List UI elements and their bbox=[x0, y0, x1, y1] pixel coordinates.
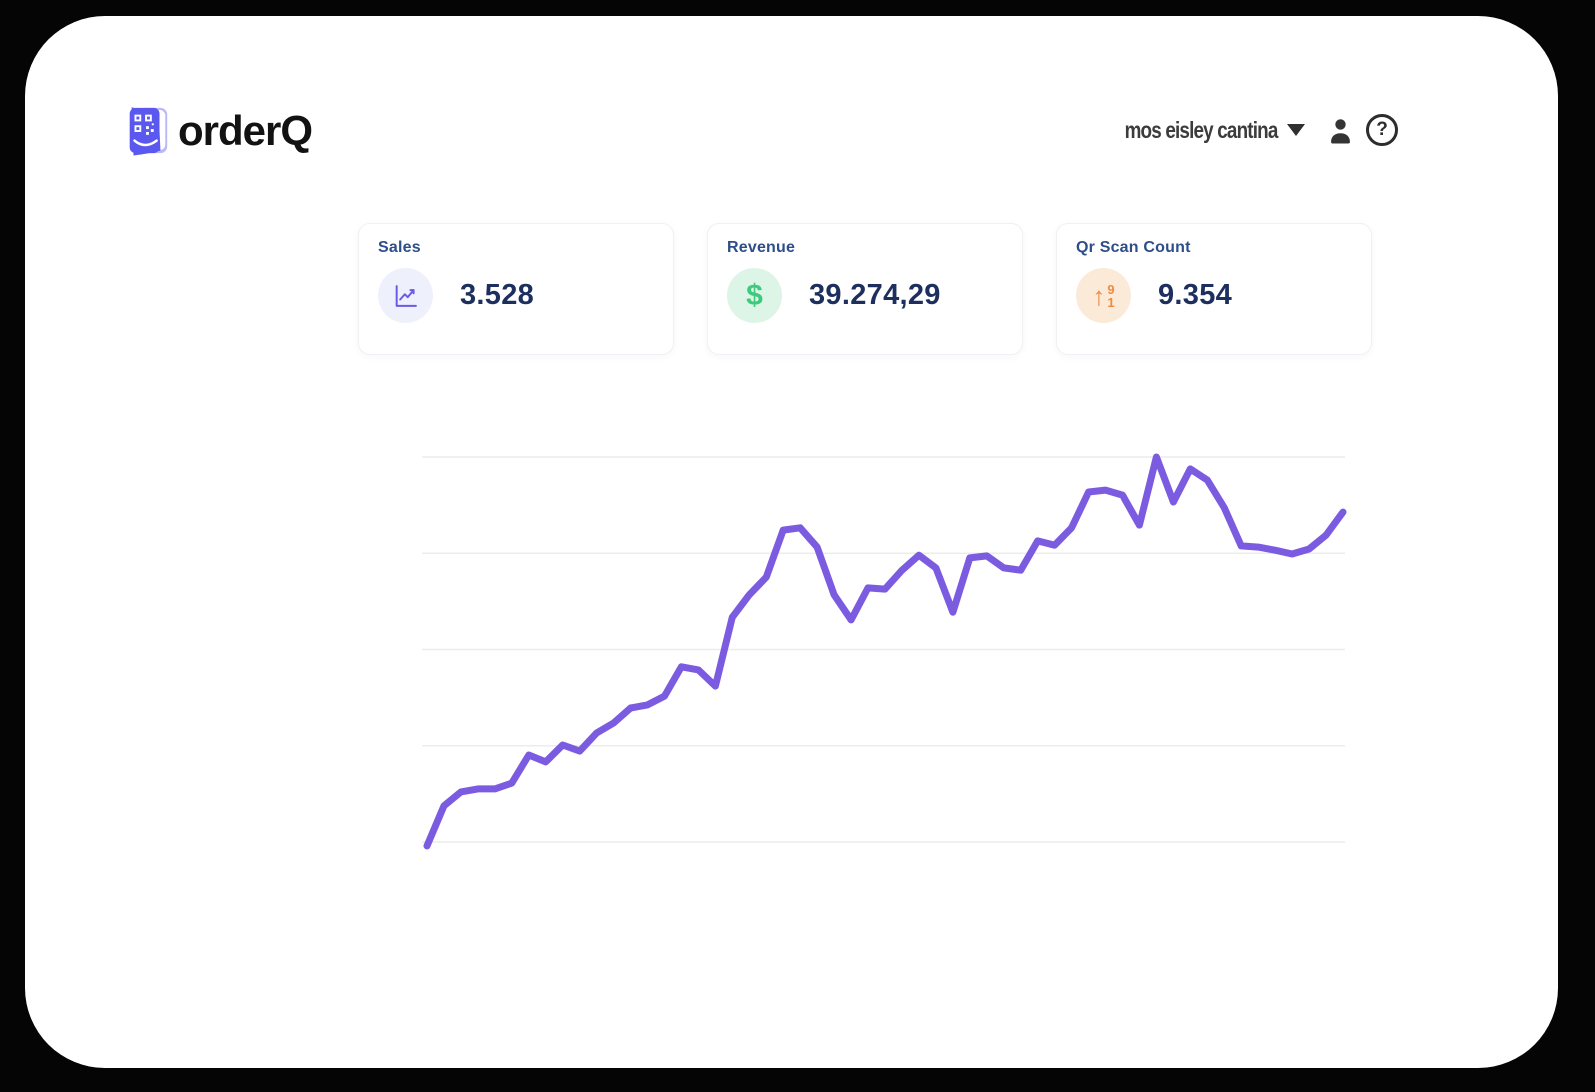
stat-card-qr-scan-count: Qr Scan Count ↑ 9 1 9.354 bbox=[1056, 223, 1372, 355]
main-panel: orderQ mos eisley cantina ? Sales bbox=[25, 16, 1558, 1068]
numeric-sort-glyphs: ↑ 9 1 bbox=[1092, 280, 1115, 311]
help-button[interactable]: ? bbox=[1366, 114, 1398, 146]
dollar-icon: $ bbox=[727, 268, 782, 323]
trend-line-chart bbox=[422, 440, 1347, 855]
chart-canvas bbox=[422, 453, 1347, 850]
brand-name: orderQ bbox=[178, 107, 313, 154]
header-actions: mos eisley cantina ? bbox=[1091, 112, 1398, 148]
stat-body: ↑ 9 1 9.354 bbox=[1076, 268, 1352, 323]
stat-body: 3.528 bbox=[378, 268, 654, 323]
trend-series-line bbox=[423, 453, 1347, 850]
chevron-down-icon bbox=[1287, 124, 1305, 136]
stat-card-sales: Sales 3.528 bbox=[358, 223, 674, 355]
user-account-button[interactable] bbox=[1327, 116, 1354, 145]
trend-chart-icon bbox=[378, 268, 433, 323]
stat-label: Revenue bbox=[727, 239, 796, 256]
question-mark-icon: ? bbox=[1376, 119, 1388, 140]
person-icon bbox=[1331, 118, 1350, 144]
restaurant-name: mos eisley cantina bbox=[1125, 116, 1279, 143]
numeric-sort-up-icon: ↑ 9 1 bbox=[1076, 268, 1131, 323]
qr-scan-count-value: 9.354 bbox=[1158, 279, 1233, 311]
stats-row: Sales 3.528 Revenue $ 39.274,29 bbox=[358, 223, 1372, 355]
revenue-value: 39.274,29 bbox=[809, 279, 941, 311]
stat-label: Qr Scan Count bbox=[1076, 239, 1191, 256]
orderq-qr-menu-icon bbox=[129, 107, 168, 156]
stat-card-revenue: Revenue $ 39.274,29 bbox=[707, 223, 1023, 355]
stat-body: $ 39.274,29 bbox=[727, 268, 1003, 323]
stat-label: Sales bbox=[378, 239, 421, 256]
brand-logo[interactable]: orderQ bbox=[122, 102, 313, 160]
sales-value: 3.528 bbox=[460, 279, 535, 311]
restaurant-dropdown[interactable]: mos eisley cantina bbox=[1091, 117, 1305, 144]
